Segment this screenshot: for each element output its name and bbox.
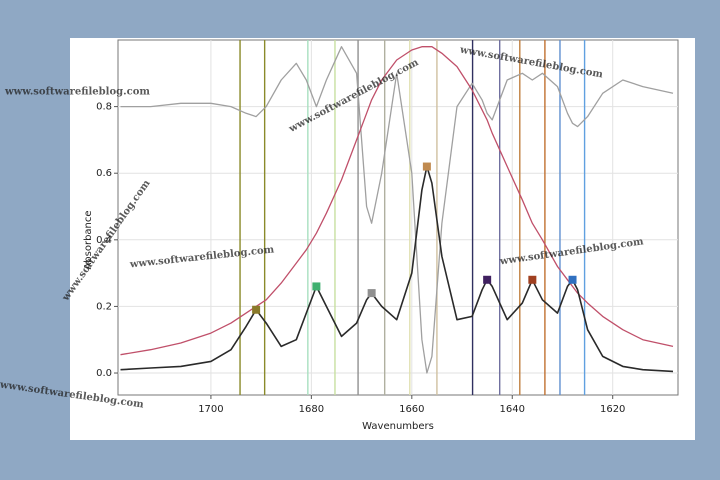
x-tick-label: 1680 <box>299 404 324 415</box>
peak-marker <box>422 162 431 171</box>
peak-marker <box>367 289 376 298</box>
peak-marker <box>528 275 537 284</box>
y-tick-label: 0.4 <box>96 235 112 246</box>
y-tick-label: 0.8 <box>96 102 112 113</box>
spectrum-line <box>120 46 674 356</box>
peak-marker <box>252 305 261 314</box>
y-tick-label: 0.6 <box>96 168 112 179</box>
x-tick-label: 1700 <box>198 404 223 415</box>
x-tick-label: 1660 <box>399 404 424 415</box>
plot: 1700 1680 1660 1640 1620 0.0 0.2 0.4 0.6 0.8 <box>96 40 678 415</box>
watermark: www.softwarefileblog.com <box>4 87 150 98</box>
spectrum-line <box>120 46 674 374</box>
peak-marker <box>483 275 492 284</box>
spectrum-line <box>120 165 674 373</box>
x-tick-label: 1640 <box>500 404 525 415</box>
peak-marker <box>568 275 577 284</box>
y-axis-label: Absorbance <box>83 210 94 269</box>
y-tick-label: 0.0 <box>96 368 112 379</box>
peak-marker <box>312 282 321 291</box>
y-tick-label: 0.2 <box>96 301 112 312</box>
x-axis-label: Wavenumbers <box>362 421 434 432</box>
x-tick-label: 1620 <box>600 404 625 415</box>
